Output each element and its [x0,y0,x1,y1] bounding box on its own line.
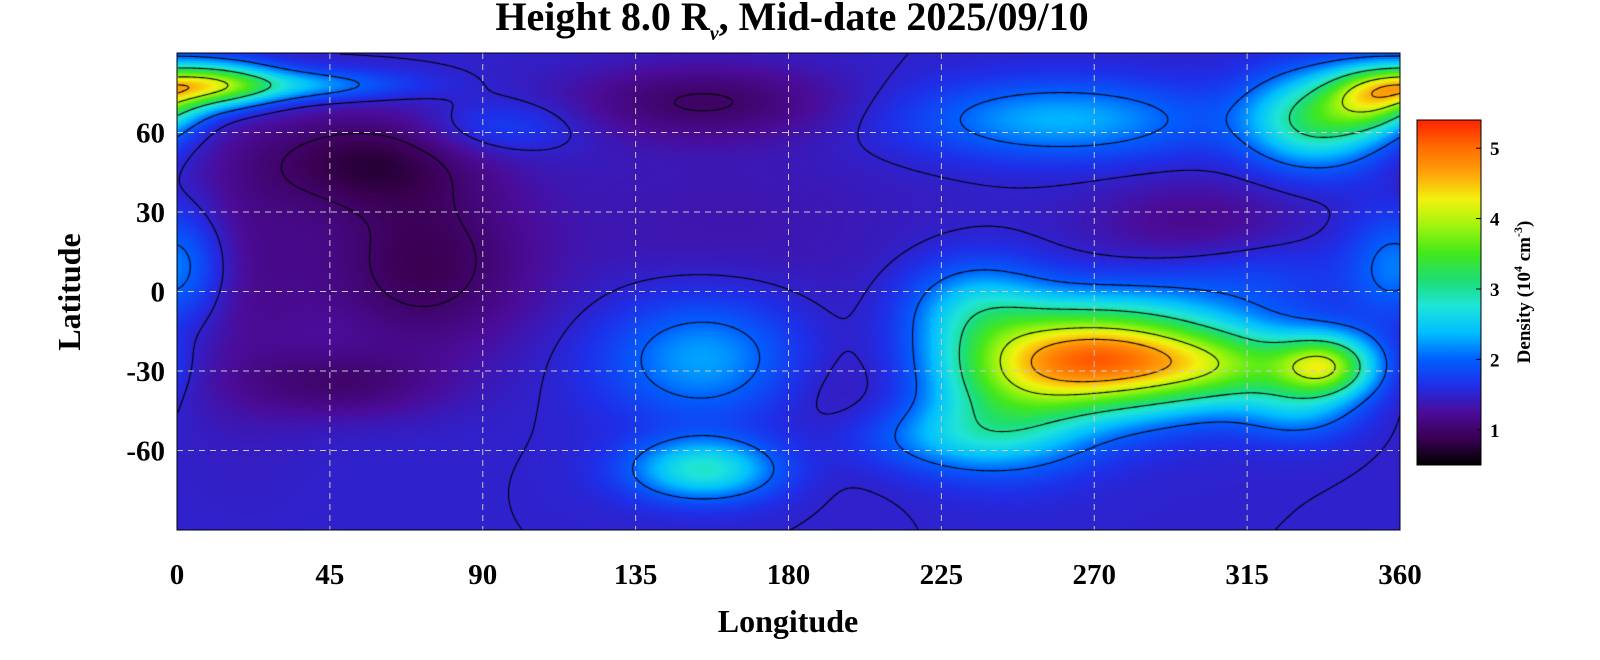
x-axis-label: Longitude [718,603,858,639]
x-tick-label: 180 [767,559,811,591]
plot-area [176,52,1401,531]
grid-lines [177,53,1400,530]
colorbar-ticks: 1 2 3 4 5 [1476,139,1500,442]
chart-title: Height 8.0 Rv, Mid-date 2025/09/10 [495,0,1088,45]
plot-frame [176,52,1401,531]
colorbar-gradient [1416,119,1482,466]
x-tick-label: 135 [614,559,658,591]
y-tick-label: 60 [136,118,165,150]
x-tick-label: 0 [170,559,185,591]
x-tick-label: 225 [920,559,964,591]
colorbar-label: Density (104 cm-3) [1511,221,1535,364]
x-axis-ticks: 0 45 90 135 180 225 270 315 360 [170,559,1422,591]
x-tick-label: 360 [1378,559,1422,591]
x-tick-label: 45 [315,559,344,591]
colorbar-tick-label: 5 [1490,139,1500,160]
y-tick-label: -60 [126,436,165,468]
x-tick-label: 90 [468,559,497,591]
colorbar-tick-label: 1 [1490,421,1500,442]
colorbar: 1 2 3 4 5 Density (104 cm-3) [1416,119,1535,466]
x-tick-label: 315 [1225,559,1269,591]
colorbar-tick-label: 4 [1490,210,1500,231]
x-tick-label: 270 [1073,559,1117,591]
colorbar-tick-label: 3 [1490,280,1500,301]
y-axis-ticks: 60 30 0 -30 -60 [126,118,165,468]
y-axis-label: Latitude [51,233,87,350]
y-tick-label: 30 [136,197,165,229]
y-tick-label: -30 [126,356,165,388]
y-tick-label: 0 [151,277,166,309]
colorbar-tick-label: 2 [1490,350,1500,371]
